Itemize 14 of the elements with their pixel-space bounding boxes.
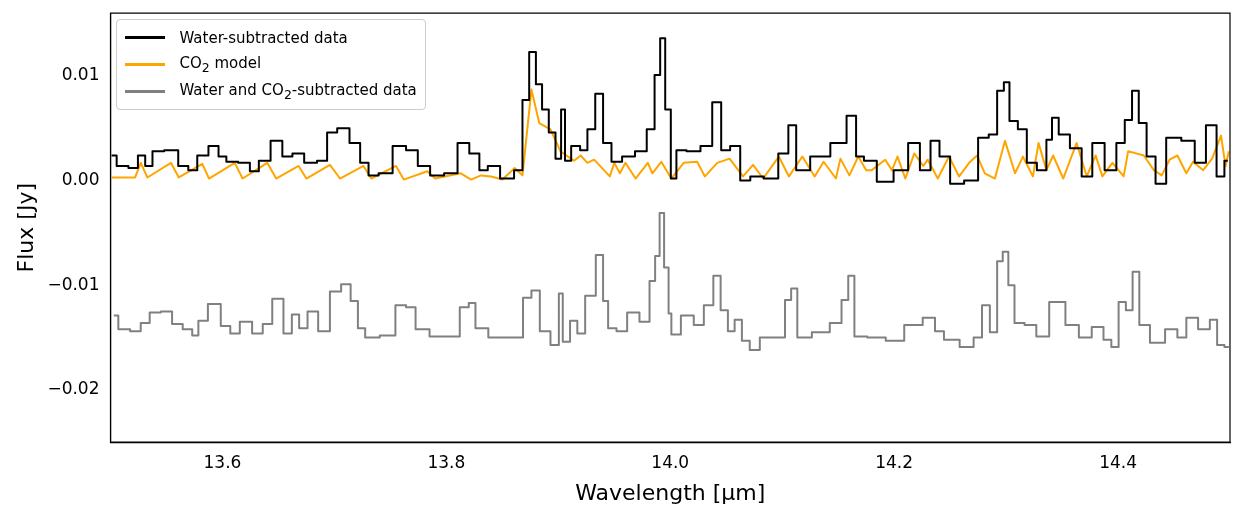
y-tick-label: 0.00 [61,169,100,190]
y-tick-label: −0.02 [47,378,100,399]
x-tick-label: 14.0 [651,451,690,472]
x-axis-title: Wavelength [μm] [575,479,766,505]
y-axis-title: Flux [Jy] [12,183,38,273]
legend-label: CO$_{2}$ model [179,54,262,76]
x-tick-label: 14.4 [1099,451,1137,472]
x-tick-label: 13.6 [203,451,242,472]
y-tick-label: 0.01 [61,64,100,85]
legend-label: Water-subtracted data [179,28,348,47]
x-tick-label: 14.2 [875,451,914,472]
legend-label: Water and CO$_{2}$-subtracted data [179,81,417,103]
y-tick-label: −0.01 [47,273,100,294]
x-tick-label: 13.8 [427,451,466,472]
